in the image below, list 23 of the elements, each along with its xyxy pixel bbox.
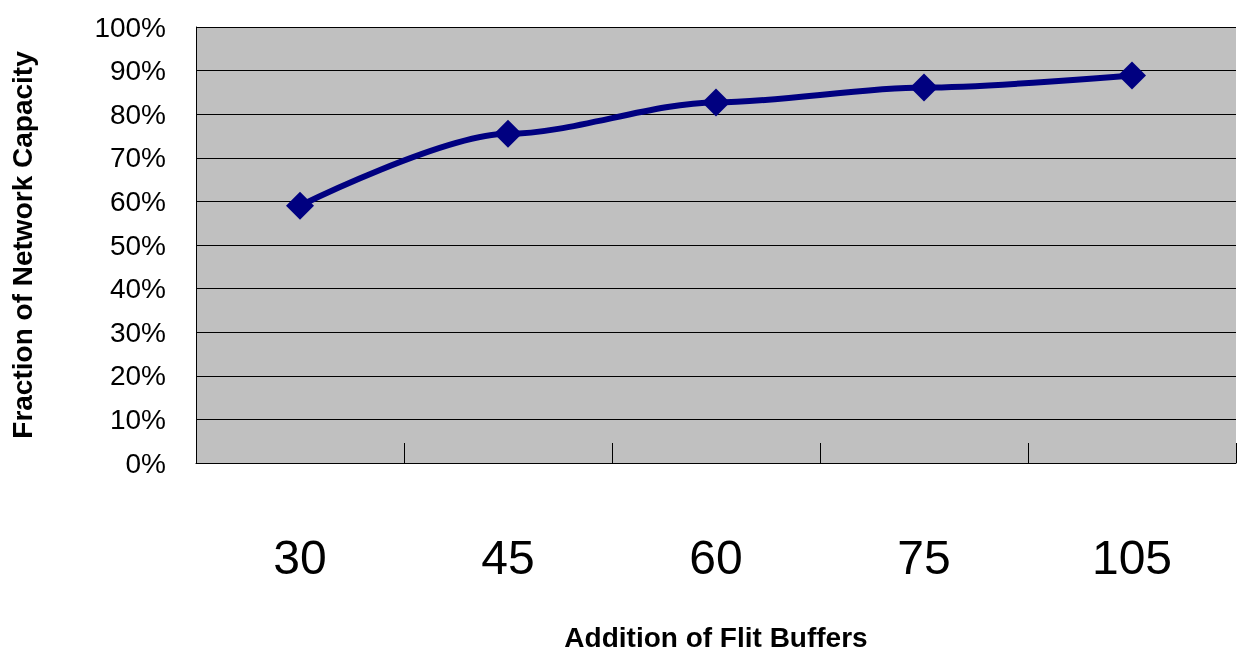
- y-tick-label: 20%: [109, 360, 166, 392]
- y-tick-label: 60%: [109, 185, 166, 217]
- x-tick-label: 105: [1091, 530, 1173, 584]
- y-tick-label: 40%: [109, 273, 166, 305]
- y-tick-label: 10%: [109, 403, 166, 435]
- y-tick-label: 0%: [125, 447, 166, 479]
- x-axis-title: Addition of Flit Buffers: [564, 621, 868, 653]
- point: [910, 73, 938, 102]
- y-tick-label: 70%: [109, 142, 166, 174]
- y-tick-label: 30%: [109, 316, 166, 348]
- y-tick-label: 50%: [109, 229, 166, 261]
- x-tick-label: 30: [273, 530, 327, 584]
- point: [494, 119, 522, 148]
- point: [702, 88, 730, 117]
- x-tick-label: 60: [689, 530, 743, 584]
- point: [1118, 61, 1146, 90]
- y-axis-title: Fraction of Network Capacity: [6, 50, 38, 439]
- y-tick-label: 80%: [109, 98, 166, 130]
- x-tick-label: 45: [481, 530, 535, 584]
- y-tick-label: 100%: [94, 11, 166, 43]
- x-tick-label: 75: [897, 530, 951, 584]
- point: [286, 191, 314, 220]
- y-tick-label: 90%: [109, 55, 166, 87]
